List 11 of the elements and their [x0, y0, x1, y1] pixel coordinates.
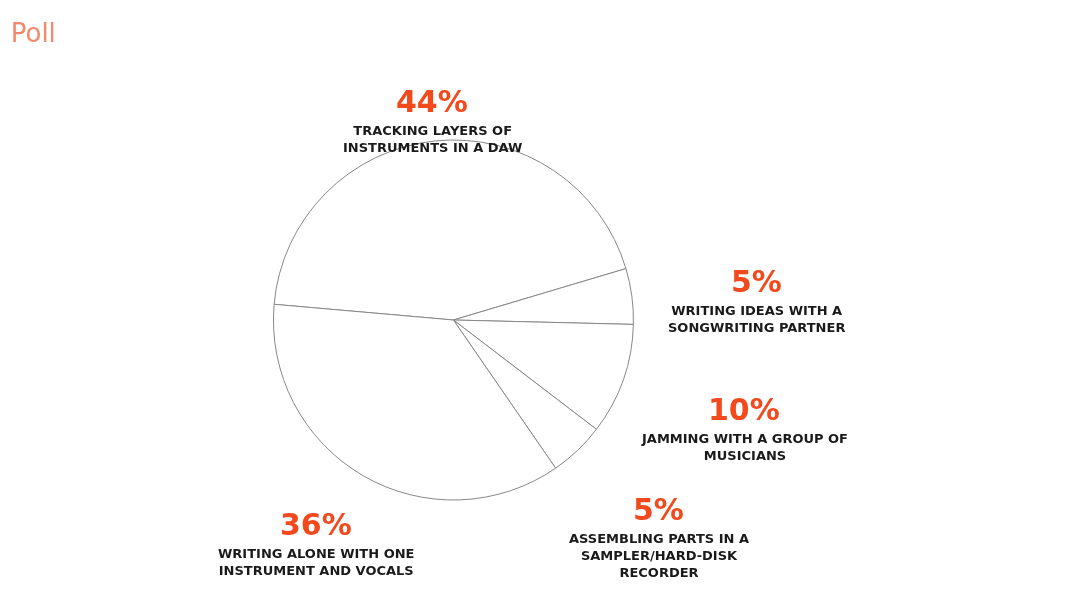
data-label: 36% [280, 507, 352, 542]
slice-label: JAMMING WITH A GROUP OF MUSICIANS [641, 431, 848, 463]
slice-label: WRITING ALONE WITH ONE INSTRUMENT AND VOCALS [218, 546, 415, 578]
data-label: 5% [731, 264, 782, 299]
slice-label: WRITING IDEAS WITH A SONGWRITING PARTNER [668, 303, 846, 335]
data-label: 44% [396, 84, 468, 119]
slice-label: TRACKING LAYERS OF INSTRUMENTS IN A DAW [343, 123, 523, 155]
chart-title: Poll [10, 18, 56, 49]
data-label: 5% [633, 492, 684, 527]
data-label: 10% [708, 392, 780, 427]
slice-label: ASSEMBLING PARTS IN A SAMPLER/HARD-DISK RECORDER [569, 531, 750, 580]
